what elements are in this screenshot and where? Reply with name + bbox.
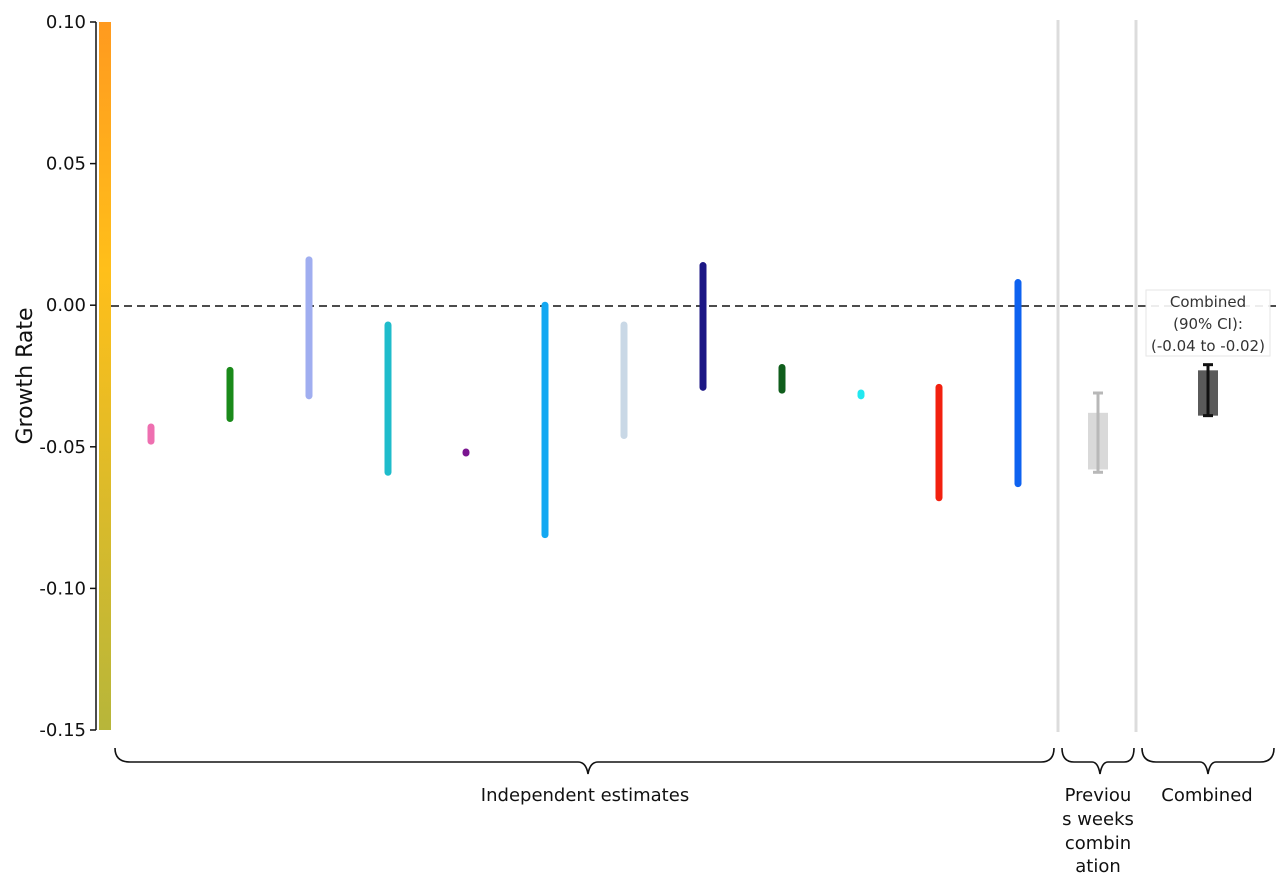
y-tick-label: 0.00 bbox=[46, 295, 86, 316]
y-tick-label: 0.10 bbox=[46, 12, 86, 33]
group-label-previous: combin bbox=[1065, 833, 1131, 854]
bracket-independent bbox=[114, 747, 1055, 775]
y-tick-label: -0.10 bbox=[39, 578, 86, 599]
y-tick-label: -0.15 bbox=[39, 720, 86, 741]
group-label-independent: Independent estimates bbox=[481, 785, 689, 806]
bracket-previous bbox=[1061, 747, 1135, 775]
y-axis: 0.10 0.05 0.00 -0.05 -0.10 -0.15 bbox=[39, 12, 97, 741]
previous-weeks-interval bbox=[1088, 391, 1108, 474]
group-label-combined: Combined bbox=[1161, 785, 1252, 806]
annotation-line: Combined bbox=[1170, 293, 1246, 311]
group-label-previous: s weeks bbox=[1062, 809, 1134, 830]
y-axis-label: Growth Rate bbox=[13, 307, 38, 444]
combined-annotation: Combined (90% CI): (-0.04 to -0.02) bbox=[1145, 289, 1271, 357]
combined-interval bbox=[1198, 363, 1218, 418]
estimate-marks bbox=[147, 256, 1218, 539]
gradient-colorbar bbox=[99, 22, 111, 730]
group-label-previous: ation bbox=[1075, 856, 1121, 877]
bracket-combined bbox=[1141, 747, 1275, 775]
annotation-line: (90% CI): bbox=[1173, 315, 1243, 333]
y-tick-label: 0.05 bbox=[46, 154, 86, 175]
y-tick-label: -0.05 bbox=[39, 437, 86, 458]
annotation-line: (-0.04 to -0.02) bbox=[1151, 337, 1265, 355]
group-label-previous: Previou bbox=[1065, 785, 1132, 806]
group-brackets bbox=[114, 747, 1275, 775]
